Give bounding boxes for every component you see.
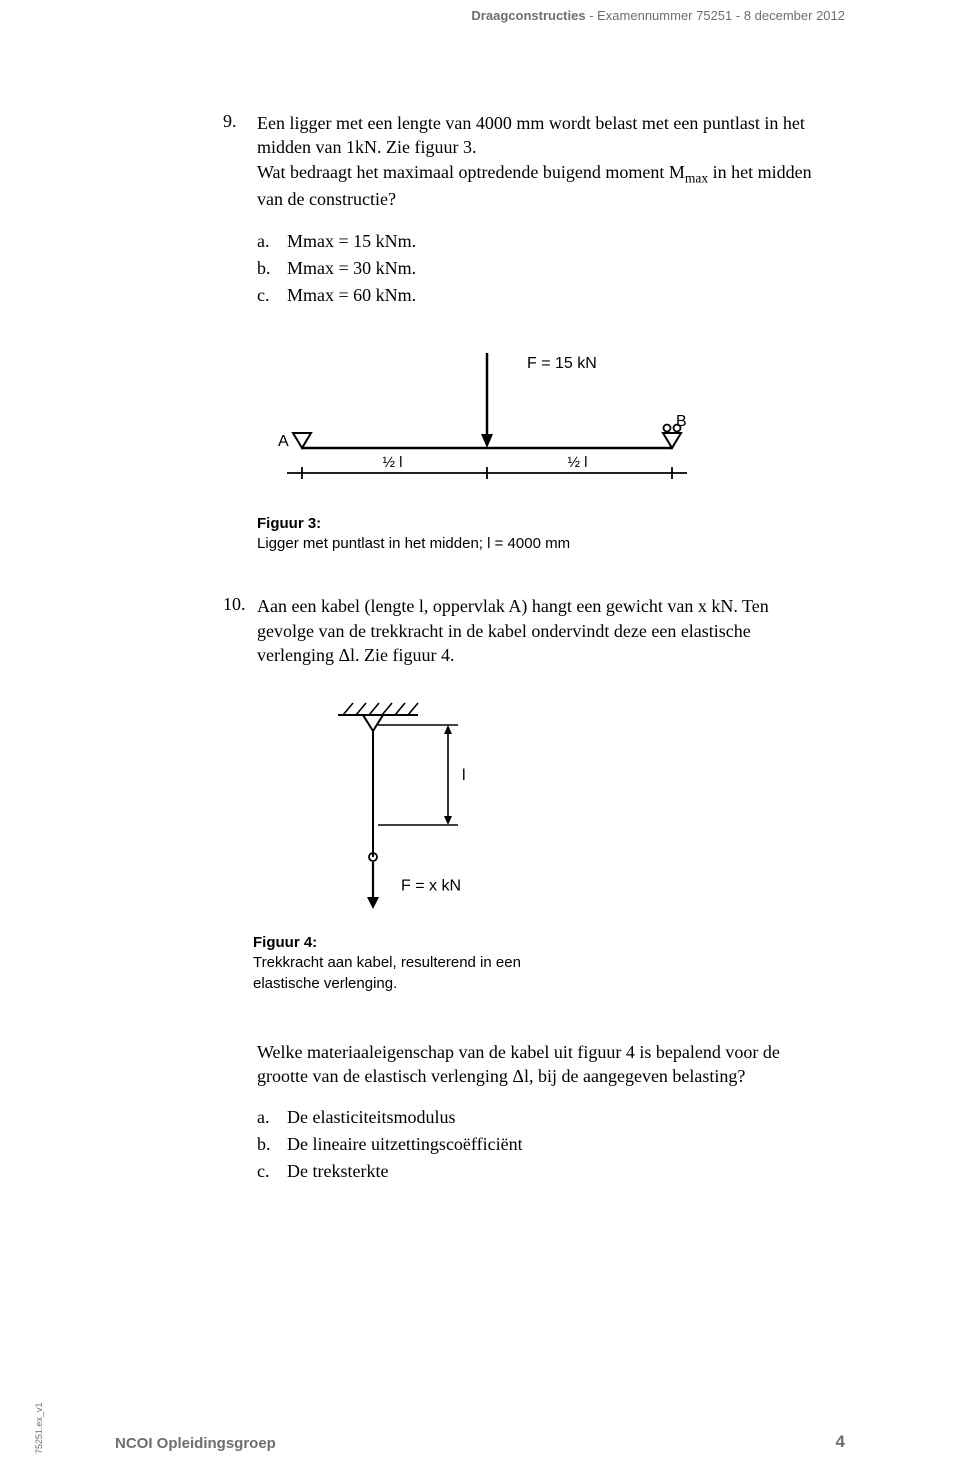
svg-text:l: l <box>462 767 466 784</box>
q10-option-b: b.De lineaire uitzettingscoëfficiënt <box>257 1131 827 1158</box>
q9-number: 9. <box>223 111 257 212</box>
svg-text:A: A <box>278 433 289 450</box>
q9-options: a.Mmax = 15 kNm. b.Mmax = 30 kNm. c.Mmax… <box>257 228 827 309</box>
svg-text:B: B <box>676 413 687 430</box>
figure-4: F = x kNl Figuur 4: Trekkracht aan kabel… <box>313 687 827 994</box>
figure-3-svg: A B F = 15 kN ½ l ½ l <box>257 343 687 503</box>
figure-3-caption: Figuur 3: Ligger met puntlast in het mid… <box>257 514 827 555</box>
q9-option-b: b.Mmax = 30 kNm. <box>257 255 827 282</box>
q10-option-c: c.De treksterkte <box>257 1158 827 1185</box>
page-header: Draagconstructies - Examennummer 75251 -… <box>115 0 845 23</box>
header-rest: - Examennummer 75251 - 8 december 2012 <box>586 8 845 23</box>
q10-option-a: a.De elasticiteitsmodulus <box>257 1104 827 1131</box>
question-10: 10. Aan een kabel (lengte l, oppervlak A… <box>223 594 827 667</box>
q9-text: Een ligger met een lengte van 4000 mm wo… <box>257 111 827 212</box>
figure-4-caption: Figuur 4: Trekkracht aan kabel, resulter… <box>253 933 827 994</box>
q9-option-c: c.Mmax = 60 kNm. <box>257 282 827 309</box>
header-bold: Draagconstructies <box>471 8 585 23</box>
question-9: 9. Een ligger met een lengte van 4000 mm… <box>223 111 827 212</box>
svg-text:½ l: ½ l <box>383 454 403 471</box>
page-footer: NCOI Opleidingsgroep 4 <box>115 1432 845 1452</box>
q10-options: a.De elasticiteitsmodulus b.De lineaire … <box>257 1104 827 1185</box>
q10-text: Aan een kabel (lengte l, oppervlak A) ha… <box>257 594 827 667</box>
svg-text:F = 15 kN: F = 15 kN <box>527 355 597 372</box>
q9-option-a: a.Mmax = 15 kNm. <box>257 228 827 255</box>
svg-text:F = x kN: F = x kN <box>401 878 461 895</box>
figure-3: A B F = 15 kN ½ l ½ l Figuur 3: Ligger met p… <box>257 343 827 555</box>
svg-text:½ l: ½ l <box>568 454 588 471</box>
q10-number: 10. <box>223 594 257 667</box>
footer-page-number: 4 <box>836 1432 845 1452</box>
side-document-code: 75251.ex_v1 <box>34 1402 44 1454</box>
q10-followup: Welke materiaaleigenschap van de kabel u… <box>257 1040 827 1089</box>
figure-4-svg: F = x kN l <box>313 687 573 922</box>
footer-left: NCOI Opleidingsgroep <box>115 1435 276 1452</box>
